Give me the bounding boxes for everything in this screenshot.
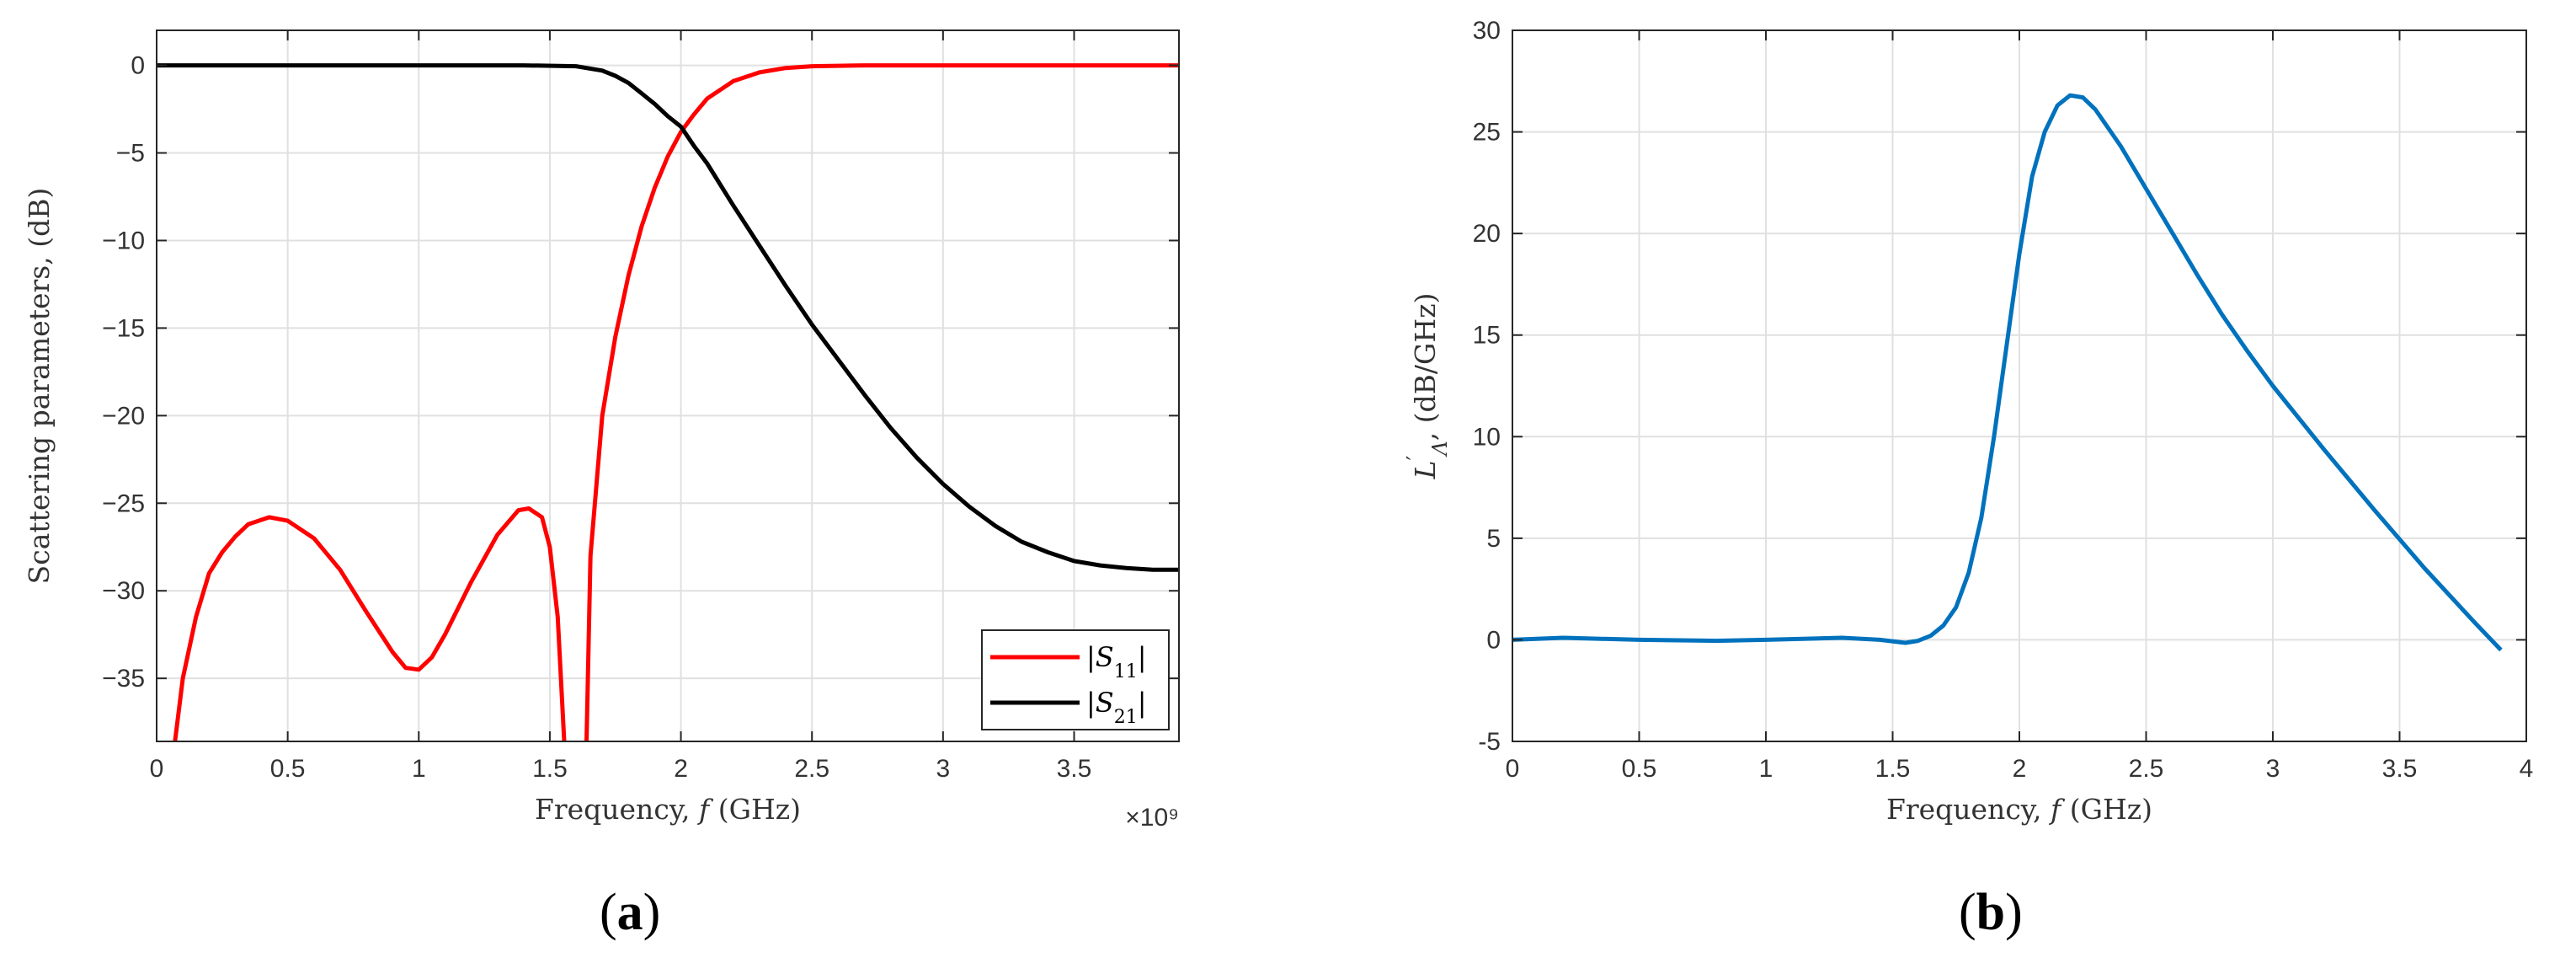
x-tick-label-b-2: 1: [1759, 755, 1773, 783]
y-tick-label-a-4: −20: [102, 402, 145, 430]
y-tick-label-a-3: −15: [102, 314, 145, 342]
x-tick-label-b-3: 1.5: [1875, 755, 1911, 783]
x-tick-label-a-2: 1: [412, 755, 426, 783]
x-tick-label-a-3: 1.5: [532, 755, 568, 783]
panel-label-b: (b): [1959, 884, 2023, 941]
x-tick-label-b-1: 0.5: [1622, 755, 1657, 783]
panel-label-a: (a): [600, 884, 661, 941]
y-tick-label-b-3: 10: [1473, 423, 1501, 451]
legend-label-a-0: |S11|: [1086, 641, 1146, 682]
y-tick-label-a-2: −10: [102, 227, 145, 254]
y-tick-label-a-0: 0: [131, 52, 145, 80]
legend-box-a: [981, 629, 1170, 730]
y-tick-label-b-2: 5: [1486, 525, 1501, 553]
legend-label-a-1: |S21|: [1086, 687, 1146, 728]
x-tick-label-a-4: 2: [674, 755, 688, 783]
x-axis-label-a: Frequency, f (GHz): [535, 793, 801, 826]
series-line-a-0: [173, 506, 567, 741]
x-tick-label-b-8: 4: [2520, 755, 2534, 783]
series-line-a-0-b: [584, 63, 1179, 741]
x-tick-label-b-6: 3: [2266, 755, 2280, 783]
series-line-b-0: [1512, 93, 2503, 652]
x-tick-label-b-7: 3.5: [2382, 755, 2418, 783]
x-exponent-label-a: ×10⁹: [1125, 804, 1179, 832]
x-tick-label-a-5: 2.5: [794, 755, 829, 783]
x-tick-label-b-0: 0: [1506, 755, 1520, 783]
x-tick-label-a-0: 0: [150, 755, 164, 783]
y-tick-label-b-5: 20: [1473, 220, 1501, 248]
y-tick-label-b-1: 0: [1486, 626, 1501, 654]
y-axis-label-b: L′Λ, (dB/GHz): [1403, 293, 1452, 480]
y-tick-label-b-4: 15: [1473, 322, 1501, 350]
x-tick-label-a-7: 3.5: [1057, 755, 1092, 783]
x-tick-label-a-6: 3: [936, 755, 951, 783]
x-tick-label-b-4: 2: [2013, 755, 2027, 783]
x-tick-label-b-5: 2.5: [2129, 755, 2164, 783]
y-tick-label-b-7: 30: [1473, 17, 1501, 45]
y-tick-label-b-0: -5: [1478, 728, 1501, 756]
y-tick-label-a-5: −25: [102, 490, 145, 517]
y-tick-label-b-6: 25: [1473, 119, 1501, 147]
y-axis-label-a: Scattering parameters, (dB): [23, 188, 56, 585]
series-line-a-1: [157, 63, 1179, 572]
x-tick-label-a-1: 0.5: [270, 755, 306, 783]
y-tick-label-a-7: −35: [102, 665, 145, 693]
y-tick-label-a-1: −5: [116, 140, 145, 168]
x-axis-label-b: Frequency, f (GHz): [1886, 793, 2152, 826]
y-tick-label-a-6: −30: [102, 577, 145, 605]
plot-frame-a: [156, 29, 1180, 742]
plot-area-a: [157, 30, 1179, 741]
